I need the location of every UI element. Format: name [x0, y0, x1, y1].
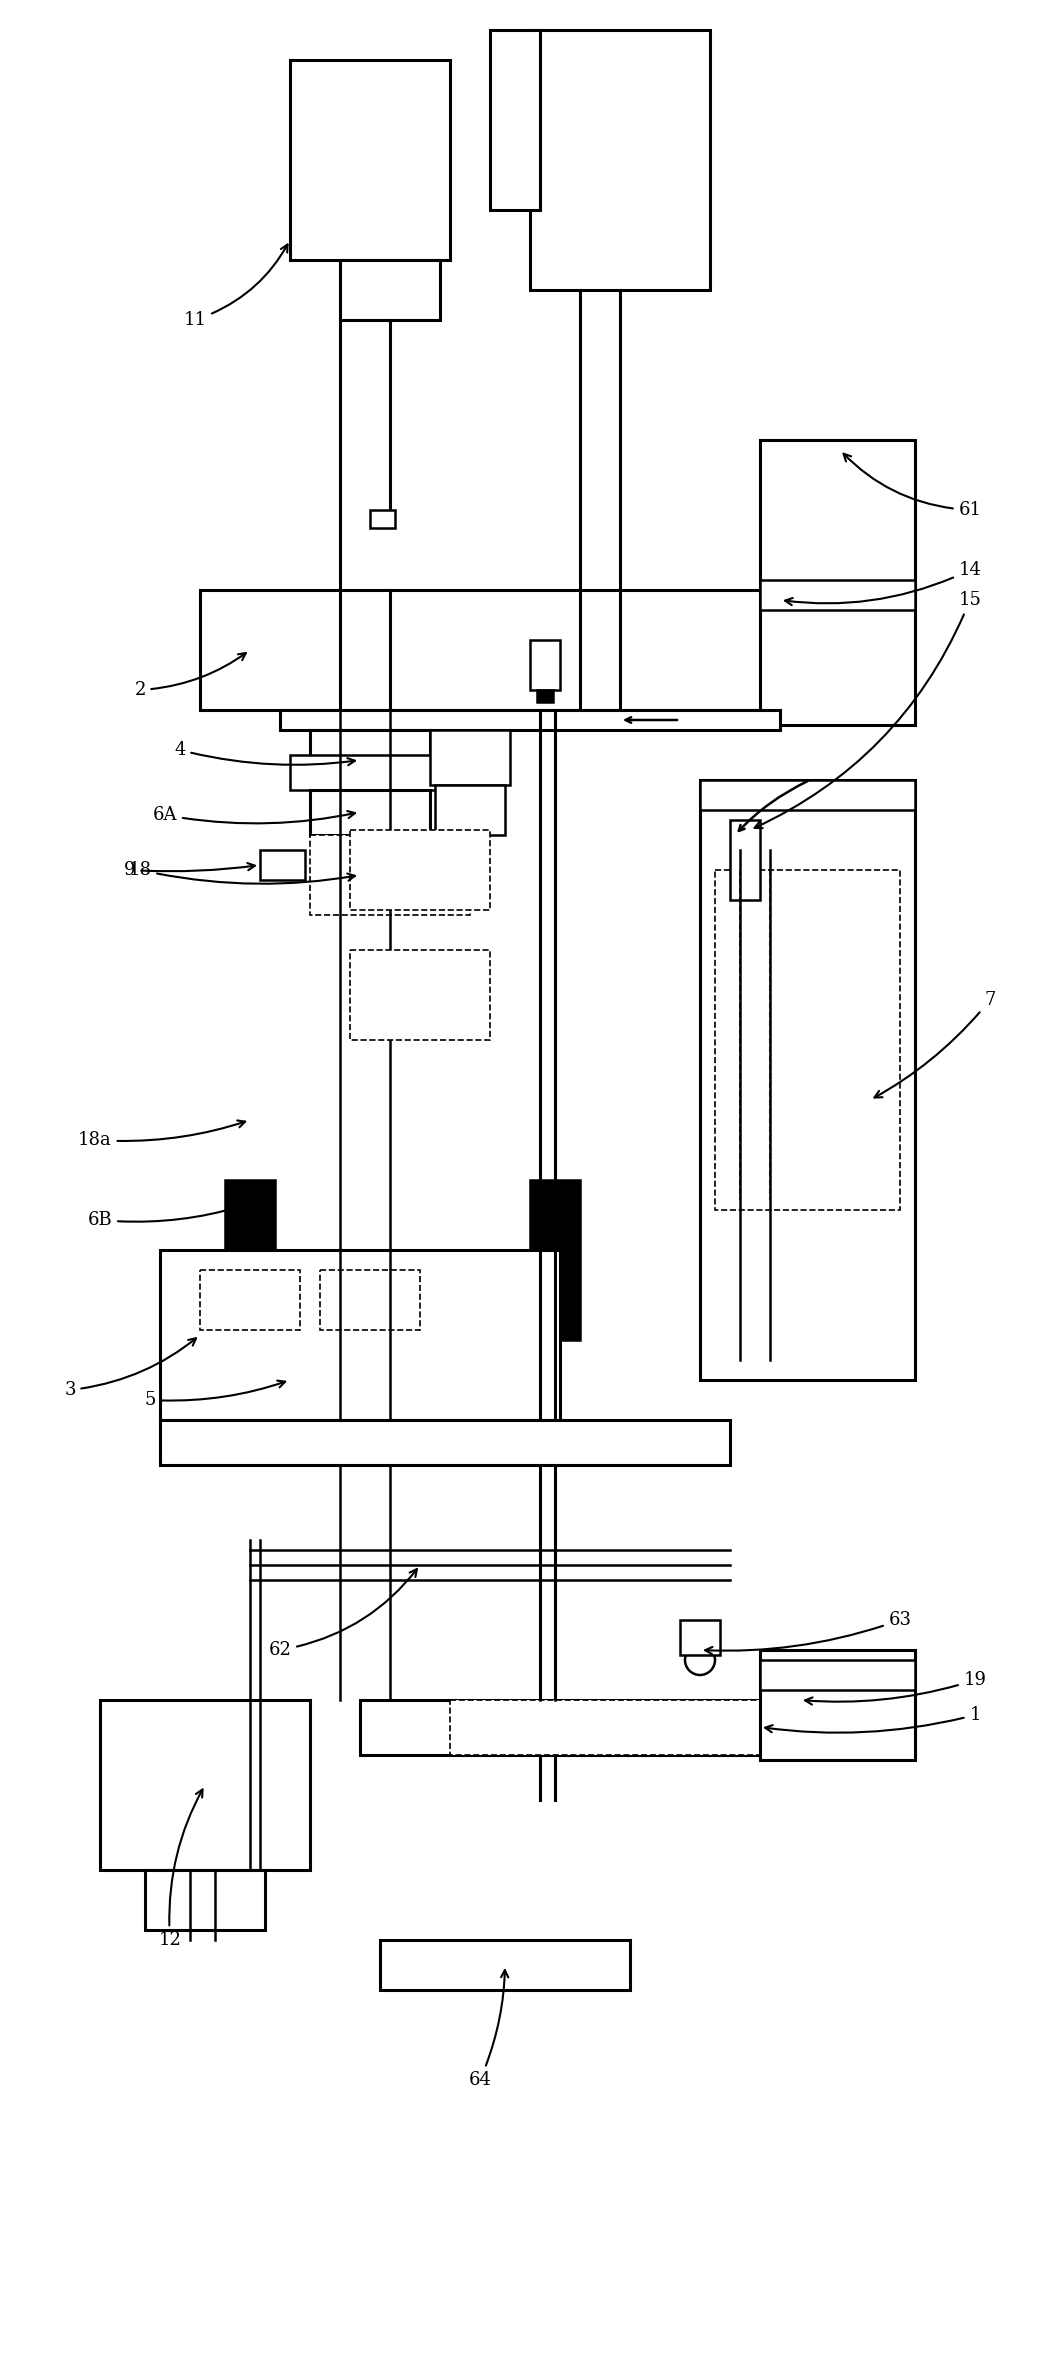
- Text: 4: 4: [175, 741, 355, 764]
- Bar: [200, 1271, 300, 1330]
- Bar: [430, 731, 510, 786]
- Bar: [310, 790, 430, 835]
- Bar: [160, 1249, 560, 1420]
- Text: 11: 11: [183, 244, 287, 329]
- Text: 3: 3: [64, 1339, 197, 1398]
- Bar: [310, 731, 430, 790]
- Bar: [290, 59, 450, 260]
- Bar: [490, 31, 540, 211]
- Bar: [260, 849, 305, 880]
- Text: 62: 62: [268, 1569, 417, 1659]
- Text: 12: 12: [158, 1789, 203, 1950]
- Text: 9: 9: [124, 861, 255, 880]
- Text: 18a: 18a: [78, 1121, 245, 1150]
- Text: 5: 5: [145, 1382, 285, 1410]
- Bar: [700, 781, 915, 809]
- Text: 7: 7: [875, 991, 995, 1098]
- Bar: [160, 1420, 730, 1465]
- Bar: [250, 1339, 430, 1420]
- Bar: [225, 1181, 275, 1339]
- Bar: [145, 1869, 265, 1931]
- Bar: [680, 1621, 720, 1654]
- Bar: [350, 830, 490, 911]
- Bar: [310, 835, 470, 916]
- Bar: [730, 821, 760, 899]
- Bar: [340, 260, 440, 319]
- Text: 15: 15: [755, 592, 982, 828]
- Bar: [530, 1181, 580, 1339]
- Text: 18: 18: [129, 861, 355, 885]
- Bar: [370, 511, 395, 528]
- Bar: [290, 755, 450, 790]
- Bar: [100, 1701, 310, 1869]
- Bar: [320, 1271, 420, 1330]
- Bar: [450, 1701, 870, 1756]
- Text: 64: 64: [469, 1971, 509, 2089]
- Bar: [760, 580, 915, 610]
- Bar: [760, 1649, 915, 1760]
- Bar: [760, 1661, 915, 1689]
- Bar: [435, 786, 505, 835]
- Bar: [350, 951, 490, 1041]
- Text: 6B: 6B: [87, 1204, 240, 1228]
- Bar: [716, 871, 900, 1209]
- Text: 2: 2: [134, 653, 245, 698]
- Bar: [530, 639, 560, 691]
- Bar: [700, 781, 915, 1379]
- Text: 6A: 6A: [153, 807, 355, 823]
- Bar: [530, 31, 710, 291]
- Bar: [760, 440, 915, 724]
- Bar: [380, 1940, 630, 1990]
- Text: 61: 61: [843, 454, 982, 518]
- Text: 19: 19: [805, 1670, 987, 1704]
- Text: 63: 63: [705, 1611, 911, 1654]
- Bar: [200, 589, 850, 710]
- Bar: [360, 1701, 915, 1756]
- Bar: [537, 691, 553, 703]
- Text: 14: 14: [785, 561, 982, 606]
- Bar: [280, 710, 780, 731]
- Text: 1: 1: [765, 1706, 981, 1732]
